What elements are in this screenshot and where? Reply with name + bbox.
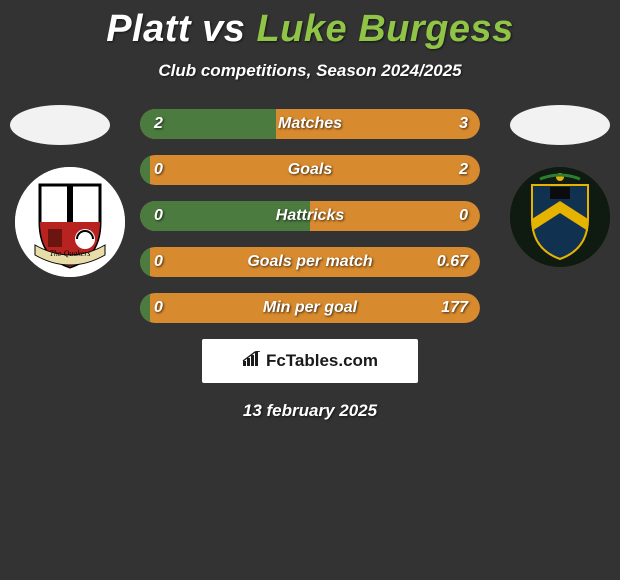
- player-avatar-right: [510, 105, 610, 145]
- subtitle: Club competitions, Season 2024/2025: [0, 61, 620, 81]
- bar-fill-left: [140, 293, 150, 323]
- stat-bar-row: 0 0 Hattricks: [140, 201, 480, 231]
- title-right-name: Luke Burgess: [256, 8, 513, 50]
- stat-value-left: 0: [154, 207, 163, 225]
- club-crest-left: The Quakers: [15, 167, 125, 277]
- stat-label: Goals per match: [247, 253, 372, 271]
- stat-value-left: 0: [154, 161, 163, 179]
- title-vs: vs: [202, 8, 245, 50]
- player-avatar-left: [10, 105, 110, 145]
- stat-value-left: 2: [154, 115, 163, 133]
- stat-bar-row: 0 0.67 Goals per match: [140, 247, 480, 277]
- brand-box[interactable]: FcTables.com: [202, 339, 418, 383]
- stat-bar-row: 2 3 Matches: [140, 109, 480, 139]
- stat-value-left: 0: [154, 253, 163, 271]
- stat-label: Goals: [288, 161, 332, 179]
- brand-chart-icon: [242, 351, 262, 372]
- stat-value-left: 0: [154, 299, 163, 317]
- stat-bar-row: 0 2 Goals: [140, 155, 480, 185]
- stat-value-right: 177: [441, 299, 468, 317]
- stat-value-right: 0: [459, 207, 468, 225]
- svg-text:The Quakers: The Quakers: [49, 249, 90, 258]
- club-crest-right: [510, 167, 610, 267]
- page-title: Platt vs Luke Burgess: [0, 0, 620, 51]
- bar-fill-left: [140, 247, 150, 277]
- stat-label: Hattricks: [276, 207, 344, 225]
- bar-fill-left: [140, 155, 150, 185]
- stats-area: The Quakers 23Matches02Goals00Hattricks0…: [0, 109, 620, 323]
- stat-value-right: 2: [459, 161, 468, 179]
- stat-bar-row: 0 177 Min per goal: [140, 293, 480, 323]
- stat-value-right: 0.67: [437, 253, 468, 271]
- date-line: 13 february 2025: [0, 401, 620, 421]
- stat-label: Matches: [278, 115, 342, 133]
- brand-label: FcTables.com: [266, 351, 378, 371]
- stat-value-right: 3: [459, 115, 468, 133]
- title-left-name: Platt: [106, 8, 191, 50]
- stat-label: Min per goal: [263, 299, 357, 317]
